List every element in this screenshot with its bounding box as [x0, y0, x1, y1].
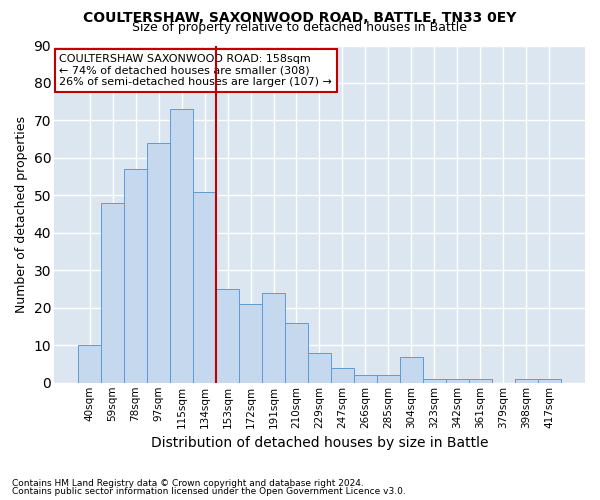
Text: COULTERSHAW SAXONWOOD ROAD: 158sqm
← 74% of detached houses are smaller (308)
26: COULTERSHAW SAXONWOOD ROAD: 158sqm ← 74%… — [59, 54, 332, 87]
Bar — [515, 379, 538, 383]
Bar — [285, 323, 308, 383]
Text: Contains HM Land Registry data © Crown copyright and database right 2024.: Contains HM Land Registry data © Crown c… — [12, 478, 364, 488]
Bar — [423, 379, 446, 383]
Text: Contains public sector information licensed under the Open Government Licence v3: Contains public sector information licen… — [12, 487, 406, 496]
Bar — [400, 356, 423, 383]
Bar — [262, 293, 285, 383]
Bar — [78, 346, 101, 383]
Bar — [193, 192, 216, 383]
Bar — [377, 376, 400, 383]
Bar — [308, 353, 331, 383]
Bar — [446, 379, 469, 383]
Bar — [124, 169, 147, 383]
Text: COULTERSHAW, SAXONWOOD ROAD, BATTLE, TN33 0EY: COULTERSHAW, SAXONWOOD ROAD, BATTLE, TN3… — [83, 11, 517, 25]
Bar — [354, 376, 377, 383]
X-axis label: Distribution of detached houses by size in Battle: Distribution of detached houses by size … — [151, 436, 488, 450]
Bar — [331, 368, 354, 383]
Bar — [216, 289, 239, 383]
Text: Size of property relative to detached houses in Battle: Size of property relative to detached ho… — [133, 22, 467, 35]
Bar — [538, 379, 561, 383]
Bar — [170, 109, 193, 383]
Bar — [239, 304, 262, 383]
Bar — [469, 379, 492, 383]
Bar — [147, 143, 170, 383]
Y-axis label: Number of detached properties: Number of detached properties — [15, 116, 28, 312]
Bar — [101, 203, 124, 383]
